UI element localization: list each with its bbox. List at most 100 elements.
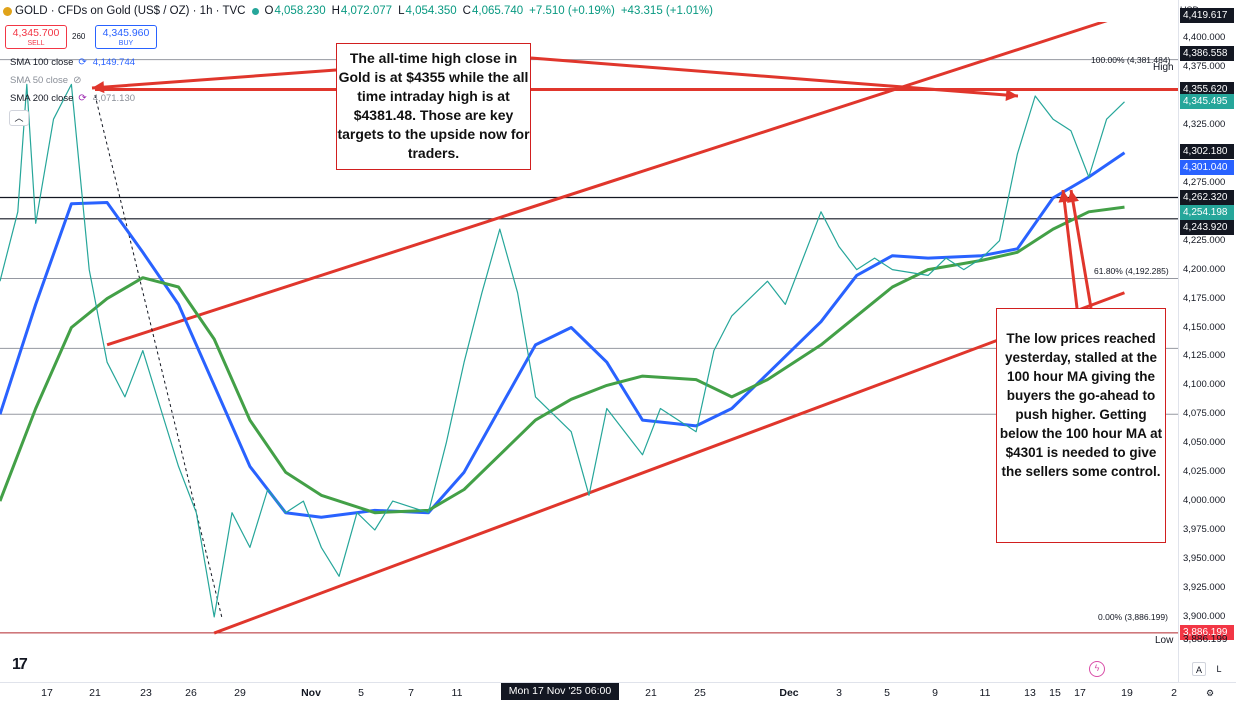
legend-sma50[interactable]: SMA 50 close ⊘ (10, 73, 87, 87)
ohlc-open-value: 4,058.230 (274, 5, 326, 17)
price-tick: 4,075.000 (1183, 408, 1226, 420)
price-tick: 4,175.000 (1183, 292, 1226, 304)
arrow-head-1 (1005, 89, 1018, 102)
annotation-arrow-2 (1061, 189, 1079, 309)
arrow-head-2 (1058, 190, 1071, 203)
price-tick: 4,150.000 (1183, 321, 1226, 333)
price-tag: 4,355.620 (1180, 82, 1234, 97)
price-tag: 4,254.198 (1180, 205, 1234, 221)
price-tick: 4,000.000 (1183, 495, 1226, 507)
refresh-icon[interactable]: ⟳ (78, 92, 87, 104)
buy-button[interactable]: 4,345.960 BUY (95, 25, 157, 49)
fib-100-label: 100.00% (4,381.484) (1091, 55, 1171, 65)
series-sma-200-close[interactable] (0, 205, 1125, 515)
collapse-legend-button[interactable]: ︿ (9, 110, 29, 126)
price-tick: 4,275.000 (1183, 176, 1226, 188)
symbol-header: GOLD · CFDs on Gold (US$ / OZ) · 1h · TV… (0, 0, 1178, 22)
time-tick: 11 (979, 687, 991, 699)
ohlc-change-session: +43.315 (+1.01%) (620, 5, 713, 17)
ohlc-high-key: H (331, 5, 340, 17)
flash-icon[interactable]: ϟ (1089, 661, 1105, 677)
price-tick: 4,400.000 (1183, 32, 1226, 44)
ohlc-close-value: 4,065.740 (471, 5, 524, 17)
price-tick: 4,100.000 (1183, 379, 1226, 391)
log-scale-button[interactable]: L (1216, 664, 1222, 674)
time-tick: Dec (779, 687, 799, 699)
time-tick: 5 (358, 687, 364, 699)
time-tick: 5 (884, 687, 890, 699)
auto-scale-button[interactable]: A (1192, 662, 1206, 676)
time-tick: 21 (645, 687, 657, 699)
ohlc-close-key: C (462, 5, 471, 17)
arrow-head-3 (1067, 190, 1079, 203)
trend-line-1 (213, 291, 1125, 635)
buy-label: BUY (118, 40, 134, 47)
price-tick: 3,950.000 (1183, 552, 1226, 564)
buy-price: 4,345.960 (102, 27, 150, 39)
legend-name: SMA 100 close (10, 56, 74, 68)
price-tick: 3,925.000 (1183, 581, 1226, 593)
price-tick: 4,325.000 (1183, 118, 1226, 130)
legend-value: 4,071.130 (92, 92, 136, 104)
legend-value: 4,149.744 (92, 56, 136, 68)
hidden-eye-icon[interactable]: ⊘ (73, 74, 82, 86)
fib-0-label: 0.00% (3,886.199) (1098, 612, 1168, 622)
time-tick: 17 (1074, 687, 1086, 699)
price-tick: 4,125.000 (1183, 350, 1226, 362)
legend-name: SMA 50 close (10, 74, 69, 86)
high-label: High (1153, 62, 1174, 73)
time-tick: 29 (234, 687, 246, 699)
legend-sma200[interactable]: SMA 200 close ⟳ 4,071.130 (10, 91, 135, 105)
price-tag: 4,262.320 (1180, 190, 1234, 205)
series-sma-100-close[interactable] (0, 151, 1126, 519)
ohlc-low-key: L (398, 5, 405, 17)
price-tag: 4,243.920 (1180, 219, 1234, 235)
time-tick: 17 (41, 687, 53, 699)
annotation-arrow-1 (530, 56, 1019, 98)
price-tag: 4,301.040 (1180, 160, 1234, 176)
price-tag: 4,302.180 (1180, 143, 1234, 159)
time-tick: 15 (1049, 687, 1061, 699)
annotation-top: The all-time high close in Gold is at $4… (336, 43, 531, 170)
time-tick: 9 (932, 687, 938, 699)
legend-name: SMA 200 close (10, 92, 74, 104)
price-tick: 3,900.000 (1183, 610, 1226, 622)
time-tick: 7 (408, 687, 414, 699)
tradingview-logo[interactable]: 17 (12, 656, 28, 673)
time-tick: 19 (1121, 687, 1133, 699)
arrow-head-0 (92, 81, 105, 94)
price-tag: 4,345.495 (1180, 93, 1234, 109)
ohlc-high-value: 4,072.077 (340, 5, 393, 17)
annotation-right: The low prices reached yesterday, stalle… (996, 308, 1166, 543)
price-tick: 4,225.000 (1183, 234, 1226, 246)
time-tick: 3 (836, 687, 842, 699)
time-tick: 23 (140, 687, 152, 699)
series-price[interactable] (0, 83, 1125, 618)
time-tick: 26 (185, 687, 197, 699)
time-tick: Nov (301, 687, 321, 699)
market-open-icon (252, 7, 260, 15)
ohlc-change: +7.510 (+0.19%) (529, 5, 615, 17)
price-tag: 4,419.617 (1180, 7, 1234, 23)
price-tick: 4,025.000 (1183, 466, 1226, 478)
price-tick: 3,975.000 (1183, 524, 1226, 536)
sell-button[interactable]: 4,345.700 SELL (5, 25, 67, 49)
annotation-arrow-0 (91, 68, 337, 90)
legend-sma100[interactable]: SMA 100 close ⟳ 4,149.744 (10, 55, 135, 69)
price-tick: 4,200.000 (1183, 263, 1226, 275)
price-tick: 4,050.000 (1183, 437, 1226, 449)
refresh-icon[interactable]: ⟳ (78, 56, 87, 68)
low-label: Low (1155, 635, 1174, 646)
fib-618-label: 61.80% (4,192.285) (1094, 266, 1169, 276)
time-axis[interactable]: 17 21 23 26 29 Nov 5 7 11 21 25 Dec 3 5 9 11 13 15 17 19 2 (0, 682, 1178, 704)
low-value: 3,886.199 (1183, 634, 1228, 645)
gold-logo-icon (3, 6, 12, 16)
price-tag: 4,386.558 (1180, 46, 1234, 62)
ohlc-open-key: O (264, 5, 274, 17)
time-tick: 2 (1171, 687, 1177, 699)
crosshair-time-label: Mon 17 Nov '25 06:00 (501, 683, 619, 700)
spread-value: 260 (72, 32, 86, 41)
time-tick: 13 (1024, 687, 1036, 699)
symbol-title[interactable]: GOLD · CFDs on Gold (US$ / OZ) · 1h · TV… (15, 5, 246, 17)
settings-icon[interactable]: ⚙ (1205, 688, 1215, 698)
